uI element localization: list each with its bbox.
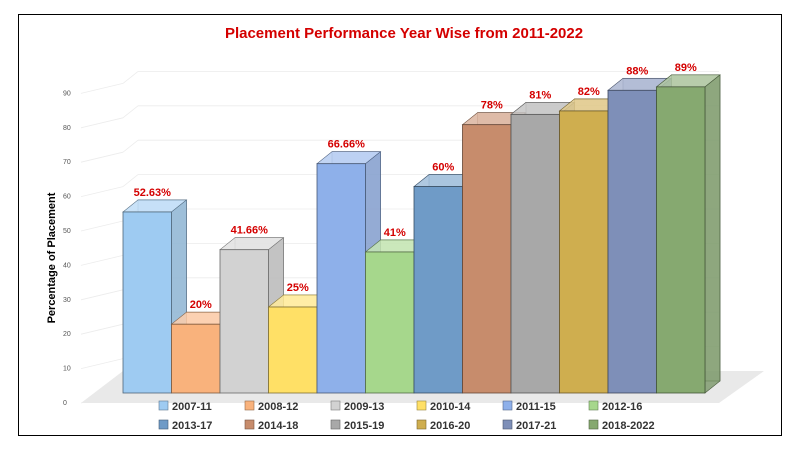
legend-label: 2008-12: [258, 401, 298, 413]
bar-2018-2022: [655, 74, 721, 394]
legend-label: 2018-2022: [602, 420, 655, 432]
data-label: 20%: [190, 299, 212, 311]
legend-swatch: [158, 400, 169, 411]
legend-item-2018-2022: 2018-2022: [588, 419, 655, 432]
bar-side-face: [704, 74, 721, 394]
legend-label: 2016-20: [430, 420, 470, 432]
legend-label: 2017-21: [516, 420, 556, 432]
gridline-depth: [122, 139, 139, 153]
legend-label: 2009-13: [344, 401, 384, 413]
gridline-depth: [122, 71, 139, 84]
bar-2008-12: [170, 311, 236, 394]
chart-title: Placement Performance Year Wise from 201…: [225, 25, 583, 42]
legend-item-2007-11: 2007-11: [158, 400, 212, 413]
chart-svg: Placement Performance Year Wise from 201…: [46, 25, 764, 432]
bar-front-face: [268, 306, 318, 394]
y-axis-label: Percentage of Placement: [46, 192, 58, 323]
gridline-diag: [80, 255, 124, 266]
y-tick-label: 70: [63, 159, 71, 166]
legend-label: 2010-14: [430, 401, 471, 413]
data-label: 89%: [675, 62, 697, 74]
data-label: 25%: [287, 282, 309, 294]
y-tick-label: 20: [63, 331, 71, 338]
y-tick-label: 60: [63, 194, 71, 201]
bar-front-face: [462, 124, 512, 394]
gridline-diag: [80, 83, 124, 94]
y-tick-label: 80: [63, 125, 71, 132]
bars: [122, 74, 721, 394]
gridline-diag: [80, 289, 124, 301]
data-label: 81%: [529, 89, 551, 101]
legend-label: 2007-11: [172, 401, 212, 413]
y-axis-ticks: 0 10 20 30 40 50 60 70 80 90: [63, 90, 71, 407]
gridline-diag: [80, 220, 124, 232]
legend-swatch: [330, 419, 341, 430]
bar-front-face: [171, 323, 221, 394]
legend-swatch: [244, 419, 255, 430]
legend-item-2012-16: 2012-16: [588, 400, 642, 413]
legend-swatch: [502, 400, 513, 411]
legend-swatch: [588, 400, 599, 411]
gridline-diag: [80, 323, 124, 335]
data-label: 66.66%: [328, 139, 366, 151]
gridline-diag: [80, 151, 124, 163]
data-label: 41%: [384, 227, 406, 239]
y-tick-label: 30: [63, 297, 71, 304]
bar-front-face: [559, 110, 609, 394]
legend-label: 2015-19: [344, 420, 384, 432]
y-tick-label: 40: [63, 262, 71, 269]
legend-item-2011-15: 2011-15: [502, 400, 556, 413]
y-tick-label: 10: [63, 366, 71, 373]
legend-item-2010-14: 2010-14: [416, 400, 471, 413]
legend-item-2009-13: 2009-13: [330, 400, 384, 413]
legend-swatch: [588, 419, 599, 430]
data-labels: 52.63% 20% 41.66% 25% 66.66% 41% 60% 78% 81% 82% 8…: [134, 62, 697, 311]
legend-label: 2011-15: [516, 401, 556, 413]
gridline-diag: [80, 117, 124, 129]
bar-front-face: [510, 113, 560, 394]
y-tick-label: 0: [63, 400, 67, 407]
data-label: 88%: [626, 65, 648, 77]
legend-label: 2012-16: [602, 401, 642, 413]
bar-front-face: [607, 89, 657, 394]
legend-swatch: [158, 419, 169, 430]
bar-front-face: [122, 211, 172, 394]
legend-item-2016-20: 2016-20: [416, 419, 470, 432]
legend-swatch: [330, 400, 341, 411]
legend-item-2008-12: 2008-12: [244, 400, 298, 413]
legend-label: 2013-17: [172, 420, 212, 432]
data-label: 60%: [432, 162, 454, 174]
data-label: 78%: [481, 100, 503, 112]
gridline-depth: [122, 174, 139, 187]
data-label: 41.66%: [231, 225, 269, 237]
bar-front-face: [365, 251, 415, 394]
bar-front-face: [413, 186, 463, 394]
y-tick-label: 90: [63, 90, 71, 97]
legend-item-2013-17: 2013-17: [158, 419, 212, 432]
bar-front-face: [219, 249, 269, 394]
bar-front-face: [656, 86, 706, 394]
legend-item-2017-21: 2017-21: [502, 419, 556, 432]
bar-front-face: [316, 163, 366, 394]
legend-swatch: [416, 419, 427, 430]
legend-swatch: [416, 400, 427, 411]
legend-label: 2014-18: [258, 420, 298, 432]
data-label: 82%: [578, 86, 600, 98]
legend-swatch: [244, 400, 255, 411]
chart-frame: Placement Performance Year Wise from 201…: [18, 14, 782, 436]
legend: 2007-11 2008-12 2009-13 2010-14 2011-15 2012-…: [158, 400, 655, 432]
legend-item-2014-18: 2014-18: [244, 419, 298, 432]
gridline-diag: [80, 358, 124, 369]
bar-2007-11: [122, 199, 188, 394]
legend-item-2015-19: 2015-19: [330, 419, 384, 432]
gridline-depth: [122, 105, 139, 119]
legend-swatch: [502, 419, 513, 430]
gridline-diag: [80, 186, 124, 197]
y-tick-label: 50: [63, 228, 71, 235]
data-label: 52.63%: [134, 187, 172, 199]
